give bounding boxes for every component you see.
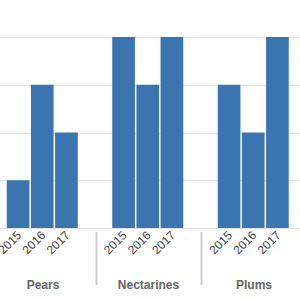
bar bbox=[31, 85, 54, 228]
bar bbox=[266, 37, 289, 228]
bar bbox=[55, 133, 78, 229]
grid bbox=[0, 38, 300, 229]
series-tick-label: 2016 bbox=[231, 228, 260, 257]
category-label: Nectarines bbox=[118, 278, 180, 292]
bar bbox=[218, 85, 241, 228]
bar bbox=[112, 37, 135, 228]
chart-svg: 201520162017Pears201520162017Nectarines2… bbox=[0, 0, 300, 300]
category-label: Plums bbox=[236, 278, 272, 292]
series-tick-label: 2016 bbox=[20, 228, 49, 257]
bar bbox=[136, 85, 159, 228]
series-tick-label: 2015 bbox=[206, 228, 235, 257]
category-label: Pears bbox=[27, 278, 60, 292]
bar bbox=[242, 133, 265, 229]
bar bbox=[7, 180, 30, 228]
series-tick-label: 2015 bbox=[0, 228, 24, 257]
grid-line bbox=[0, 228, 300, 229]
grid-line bbox=[0, 37, 300, 38]
series-tick-label: 2017 bbox=[255, 228, 284, 257]
series-tick-label: 2015 bbox=[101, 228, 130, 257]
bars bbox=[7, 37, 289, 228]
bar bbox=[161, 37, 184, 228]
x-labels: 201520162017Pears201520162017Nectarines2… bbox=[0, 228, 284, 292]
group-separator bbox=[201, 232, 203, 285]
series-tick-label: 2017 bbox=[44, 228, 73, 257]
series-tick-label: 2017 bbox=[149, 228, 178, 257]
group-separator bbox=[96, 232, 98, 285]
chart-container: 201520162017Pears201520162017Nectarines2… bbox=[0, 0, 300, 300]
series-tick-label: 2016 bbox=[125, 228, 154, 257]
